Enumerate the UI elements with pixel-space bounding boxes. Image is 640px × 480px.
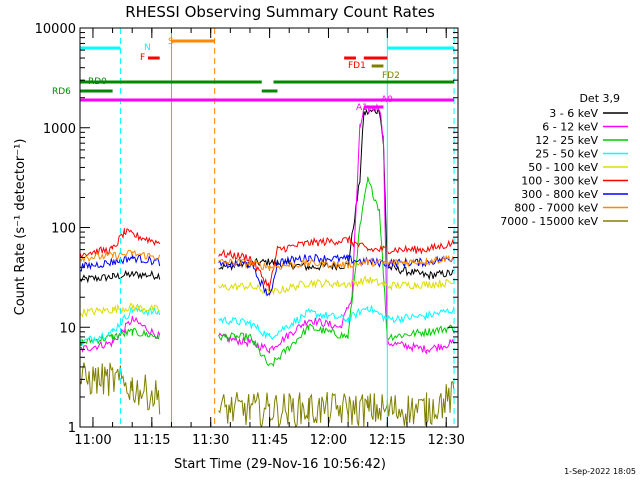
annotation-label-f: F [140,53,145,63]
legend-entry-6: 300 - 800 keV [521,188,598,201]
legend-entry-7: 800 - 7000 keV [514,202,598,215]
x-tick-label-0: 11:00 [74,433,111,448]
legend-entry-0: 3 - 6 keV [549,107,598,120]
y-axis-label: Count Rate (s⁻¹ detector⁻¹) [13,139,28,316]
x-tick-label-3: 11:45 [251,433,288,448]
y-tick-label-3: 1000 [43,122,76,137]
x-tick-label-4: 12:00 [310,433,347,448]
axes: 1 10 100 1000 10000 11:00 11:15 11:30 11:45 12:00… [35,22,465,448]
x-tick-label-6: 12:30 [427,433,464,448]
annotation-label-rd6: RD6 [52,87,71,97]
annotation-label-a1: A1 [356,103,368,113]
series-line-4 [79,274,455,318]
y-tick-label-4: 10000 [35,22,76,37]
annotation-label-n: N [144,43,151,53]
legend-entry-5: 100 - 300 keV [521,175,598,188]
x-tick-label-1: 11:15 [133,433,170,448]
x-tick-label-5: 12:15 [369,433,406,448]
annotation-label-fd2: FD2 [382,71,400,81]
legend-entry-8: 7000 - 15000 keV [500,215,598,228]
legend-entry-1: 6 - 12 keV [542,121,598,134]
annotation-label-rd0: RD0 [88,77,107,87]
y-tick-label-0: 1 [68,421,76,436]
y-tick-label-2: 100 [51,222,76,237]
series-line-5 [79,228,455,292]
series-line-7 [79,249,455,272]
annotation-label-s: S [168,37,174,47]
legend-entry-2: 12 - 25 keV [535,134,598,147]
y-tick-label-1: 10 [59,321,76,336]
series-line-3 [79,305,455,347]
footer-date: 1-Sep-2022 18:05 [564,467,636,476]
legend-entry-4: 50 - 100 keV [528,161,598,174]
annotation-label-fd1: FD1 [348,61,366,71]
series-line-8 [79,362,455,429]
x-axis-label: Start Time (29-Nov-16 10:56:42) [174,457,386,472]
x-tick-label-2: 11:30 [192,433,229,448]
data-traces [79,103,455,429]
legend-entry-3: 25 - 50 keV [535,148,598,161]
annotation-label-a0: A0 [381,95,393,105]
chart-title: RHESSI Observing Summary Count Rates [125,3,435,21]
legend-detector-label: Det 3,9 [579,92,620,105]
